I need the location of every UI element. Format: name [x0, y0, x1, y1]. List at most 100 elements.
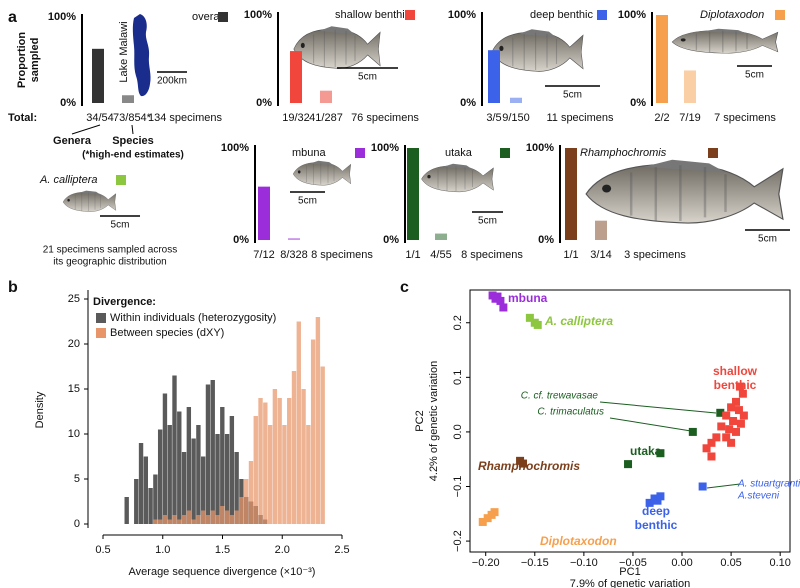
histogram-bar: [306, 425, 311, 524]
x-tick-label: 3/14: [590, 249, 611, 261]
specimen-count: 8 specimens: [311, 249, 373, 261]
chart-title: A. calliptera: [39, 174, 97, 186]
y-tick-label: 100%: [221, 142, 249, 154]
histogram-bar: [167, 425, 172, 524]
x-tick-label: 0.00: [671, 557, 692, 569]
point: [732, 427, 741, 436]
y-tick-label: 0%: [60, 97, 76, 109]
x-tick-label: 3/5: [486, 112, 501, 124]
histogram-bar: [191, 438, 196, 524]
chart-title: Diplotaxodon: [700, 9, 764, 21]
histogram-bar: [181, 515, 187, 524]
fish-photo: [671, 28, 779, 54]
point: [491, 294, 500, 303]
chart-title: shallow benthic: [335, 9, 411, 21]
point: [707, 438, 716, 447]
x-tick-label: 34/54: [86, 112, 114, 124]
y-tick-label: 100%: [244, 9, 272, 21]
y-tick-label: 100%: [618, 9, 646, 21]
bar: [435, 233, 447, 240]
histogram-bar: [191, 519, 196, 524]
histogram-bar: [162, 515, 168, 524]
annotation: C. cf. trewavasae: [521, 391, 599, 402]
histogram-bar: [200, 510, 206, 524]
x-axis-label: 7.9% of genetic variation: [570, 578, 690, 588]
legend-swatch: [116, 175, 126, 185]
group-label: Genera: [53, 135, 92, 147]
x-tick-label: 73/854*: [113, 112, 152, 124]
x-tick-label: 1/1: [405, 249, 420, 261]
histogram-bar: [253, 416, 258, 524]
x-tick-label: 7/19: [679, 112, 700, 124]
legend-title: Divergence:: [93, 296, 156, 308]
histogram-bar: [124, 497, 129, 524]
histogram-bar: [272, 389, 278, 524]
histogram-bar: [220, 407, 225, 524]
series-label: utaka: [630, 444, 662, 458]
y-axis-label: Proportion: [16, 32, 28, 88]
series-label: deep: [642, 504, 670, 518]
x-tick-label: 8/328: [280, 249, 308, 261]
histogram-bar: [153, 519, 158, 524]
legend-label: Within individuals (heterozygosity): [110, 312, 276, 324]
point: [653, 496, 662, 505]
legend-swatch: [708, 148, 718, 158]
bar: [407, 148, 419, 240]
series-label: benthic: [635, 518, 678, 532]
total-label: Total:: [8, 112, 37, 124]
panel-label: c: [400, 279, 409, 296]
point: [739, 411, 748, 420]
histogram-bar: [205, 384, 211, 524]
x-tick-label: −0.20: [472, 557, 500, 569]
y-tick-label: 100%: [48, 11, 76, 23]
footnote: (*high-end estimates): [82, 150, 184, 161]
point: [712, 433, 721, 442]
x-axis-label: PC1: [619, 566, 640, 578]
x-tick-label: 0.05: [720, 557, 741, 569]
series-label: benthic: [714, 378, 757, 392]
histogram-bar: [205, 515, 211, 524]
specimen-count: 76 specimens: [351, 112, 419, 124]
histogram-bar: [234, 510, 239, 524]
legend-swatch: [775, 10, 785, 20]
y-tick-label: 0%: [460, 97, 476, 109]
connector: [71, 124, 134, 135]
bar: [288, 238, 300, 240]
y-tick-label: 0.2: [452, 315, 464, 330]
histogram-bar: [301, 389, 306, 524]
point: [707, 452, 716, 461]
x-tick-label: 19/32: [282, 112, 310, 124]
legend-swatch: [96, 328, 106, 338]
y-tick-label: 20: [68, 338, 80, 350]
point: [499, 303, 508, 312]
legend-swatch: [96, 313, 106, 323]
point: [496, 296, 505, 305]
histogram-bar: [143, 456, 149, 524]
point: [738, 389, 747, 398]
caption: 21 specimens sampled across: [43, 245, 178, 256]
y-tick-label: 100%: [448, 9, 476, 21]
point: [525, 313, 534, 322]
histogram-bar: [153, 474, 158, 524]
y-tick-label: −0.1: [452, 476, 464, 498]
point: [717, 422, 726, 431]
histogram-bar: [196, 425, 201, 524]
caption: its geographic distribution: [53, 257, 166, 268]
x-axis-label: Average sequence divergence (×10⁻³): [129, 566, 316, 578]
scale-label: 5cm: [758, 234, 777, 245]
histogram-bar: [181, 452, 187, 524]
fish-photo: [421, 163, 494, 193]
y-tick-label: 0%: [538, 234, 554, 246]
scale-label: 5cm: [111, 220, 130, 231]
map-label: Lake Malawi: [118, 21, 130, 82]
histogram-bar: [200, 456, 206, 524]
point: [645, 498, 654, 507]
specimen-count: 8 specimens: [461, 249, 523, 261]
histogram-bar: [157, 429, 163, 524]
histogram-bar: [157, 519, 163, 524]
x-tick-label: 0.5: [95, 544, 110, 556]
point: [735, 382, 744, 391]
point: [734, 406, 743, 415]
bar: [488, 50, 500, 103]
chart-title: utaka: [445, 147, 473, 159]
